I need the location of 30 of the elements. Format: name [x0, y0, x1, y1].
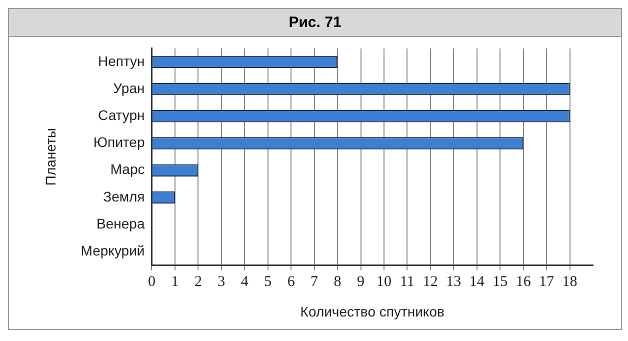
x-tick-label: 15 [492, 274, 508, 290]
x-tick-label: 4 [240, 274, 249, 290]
y-tick-label: Земля [103, 188, 145, 204]
x-tick-label: 3 [218, 274, 226, 290]
x-tick-label: 9 [357, 274, 365, 290]
x-tick-label: 14 [469, 274, 485, 290]
y-tick-label: Меркурий [80, 242, 145, 259]
x-tick-label: 12 [422, 274, 438, 290]
y-tick-label: Марс [110, 161, 145, 178]
x-tick-label: 17 [539, 274, 555, 290]
x-tick-label: 7 [310, 274, 319, 290]
y-tick-label: Нептун [98, 52, 145, 69]
x-tick-label: 5 [264, 274, 272, 290]
x-tick-label: 13 [446, 274, 462, 290]
x-tick-label: 0 [148, 274, 156, 290]
x-tick-label: 10 [376, 274, 392, 290]
x-tick-label: 8 [334, 274, 342, 290]
y-tick-label: Венера [96, 215, 145, 232]
x-tick-label: 2 [194, 274, 202, 290]
y-axis-title: Планеты [42, 128, 58, 186]
x-tick-label: 1 [171, 274, 179, 290]
y-tick-label: Сатурн [98, 107, 145, 124]
y-tick-label: Юпитер [93, 134, 145, 150]
x-tick-label: 16 [516, 274, 532, 290]
x-tick-label: 18 [562, 274, 578, 290]
y-tick-label: Уран [113, 80, 145, 96]
x-tick-label: 6 [287, 274, 296, 290]
chart-title: Рис. 71 [9, 9, 621, 37]
x-tick-label: 11 [400, 274, 414, 290]
x-axis-title: Количество спутников [300, 303, 444, 320]
